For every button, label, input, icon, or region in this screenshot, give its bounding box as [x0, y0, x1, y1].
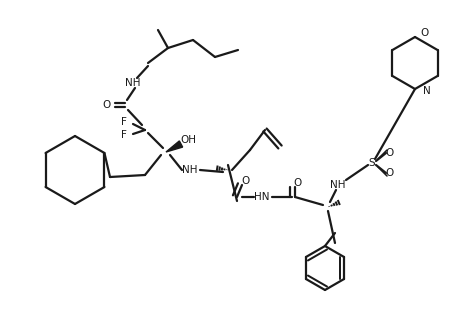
Text: O: O — [386, 168, 394, 178]
Text: S: S — [369, 158, 375, 168]
Text: O: O — [420, 28, 428, 38]
Text: F: F — [121, 117, 127, 127]
Text: NH: NH — [182, 165, 198, 175]
Text: HN: HN — [254, 192, 270, 202]
Text: NH: NH — [330, 180, 346, 190]
Polygon shape — [166, 141, 183, 152]
Text: OH: OH — [180, 135, 196, 145]
Text: N: N — [423, 86, 431, 96]
Text: O: O — [241, 176, 249, 186]
Text: NH: NH — [125, 78, 141, 88]
Text: F: F — [121, 130, 127, 140]
Text: O: O — [294, 178, 302, 188]
Text: O: O — [103, 100, 111, 110]
Text: O: O — [386, 148, 394, 158]
